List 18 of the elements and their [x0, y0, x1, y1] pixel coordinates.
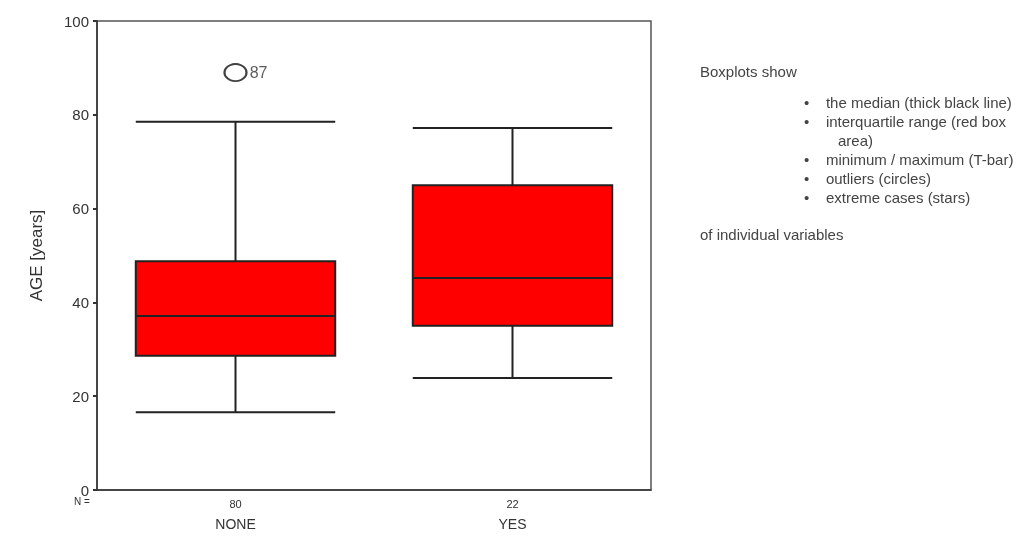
y-axis-title: AGE [years] [27, 209, 46, 302]
text: • outliers (circles) [804, 169, 932, 188]
y-tick-label: 80 [72, 106, 89, 124]
text: 80 [229, 497, 242, 510]
text: • extreme cases (stars) [804, 188, 972, 207]
text: • minimum / maximum (T-bar) [804, 150, 1014, 169]
y-tick-label: 100 [63, 12, 89, 30]
text: • the median (thick black line) [804, 93, 1013, 112]
x-tick-label: YES [498, 516, 527, 532]
y-tick-label: 20 [72, 387, 89, 405]
x-tick-label: NONE [215, 516, 256, 532]
annotation: 87 [249, 64, 268, 82]
text: • interquartile range (red box area) [804, 112, 1008, 150]
text: of individual variables [700, 225, 845, 244]
y-tick-label: 40 [72, 293, 89, 311]
text: 22 [506, 497, 519, 510]
text: Boxplots show [700, 62, 798, 81]
y-tick-label: 60 [72, 200, 89, 218]
